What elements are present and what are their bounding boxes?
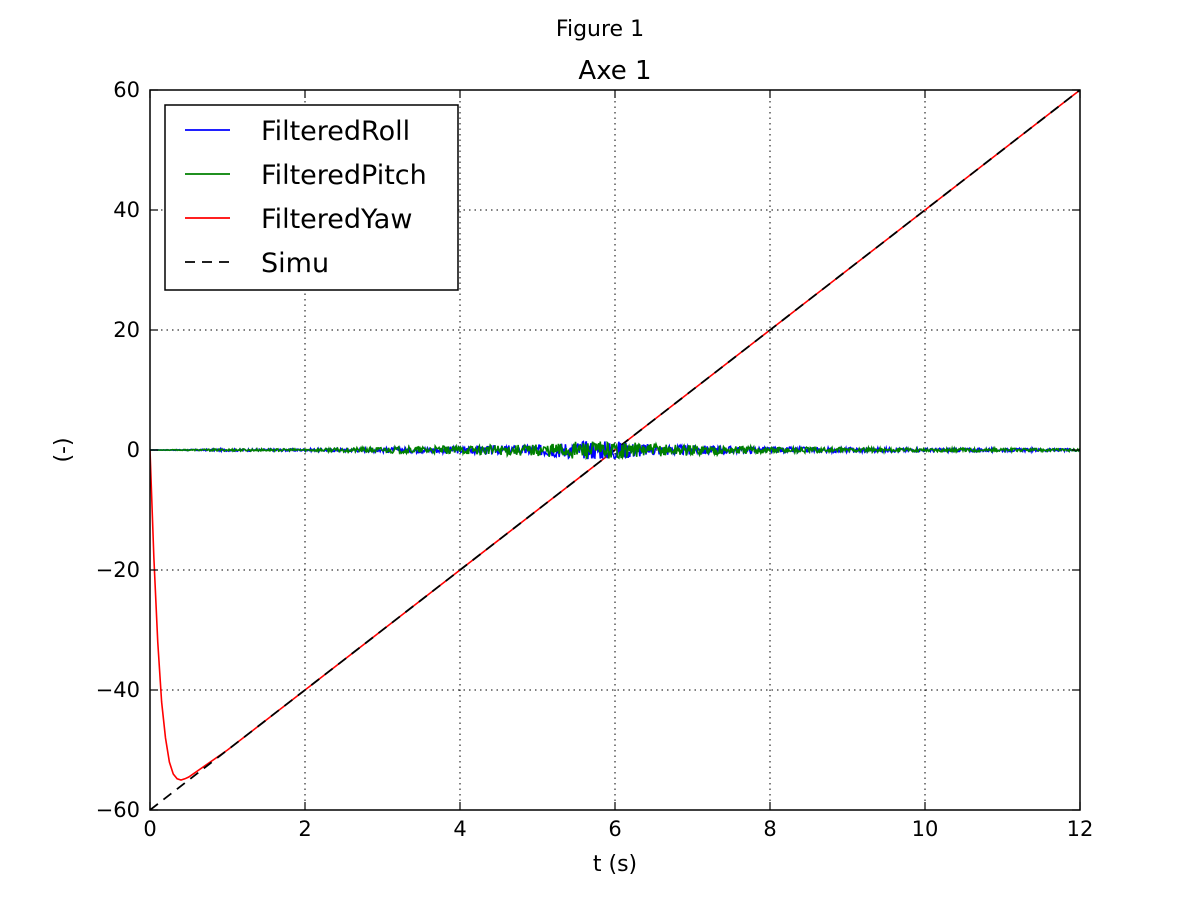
axis-ticks: 0 2 4 6 8 10 12 −60 −40 −20 0 20 40 60 [96,78,1094,841]
x-tick-label: 8 [763,817,776,841]
figure-title: Figure 1 [556,17,644,42]
axes-title: Axe 1 [578,56,651,86]
series-line-simu [150,90,1080,810]
y-tick-label: −40 [96,678,140,702]
x-tick-label: 10 [912,817,939,841]
legend: FilteredRoll FilteredPitch FilteredYaw Simu [164,104,459,291]
legend-label: Simu [261,248,329,279]
x-tick-label: 4 [453,817,466,841]
y-tick-label: 40 [113,198,140,222]
y-axis-label: (-) [51,437,76,462]
legend-label: FilteredYaw [261,204,412,235]
y-tick-label: −20 [96,558,140,582]
y-tick-label: 60 [113,78,140,102]
legend-box [164,104,459,291]
y-tick-label: −60 [96,798,140,822]
x-tick-label: 6 [608,817,621,841]
series-line-filteredpitch [150,440,1080,461]
x-axis-label: t (s) [593,852,637,877]
y-tick-label: 20 [113,318,140,342]
x-tick-label: 12 [1067,817,1094,841]
legend-label: FilteredPitch [261,160,427,191]
plot-series [150,90,1080,810]
x-tick-label: 0 [143,817,156,841]
legend-label: FilteredRoll [261,116,410,147]
x-tick-label: 2 [298,817,311,841]
y-tick-label: 0 [127,438,140,462]
